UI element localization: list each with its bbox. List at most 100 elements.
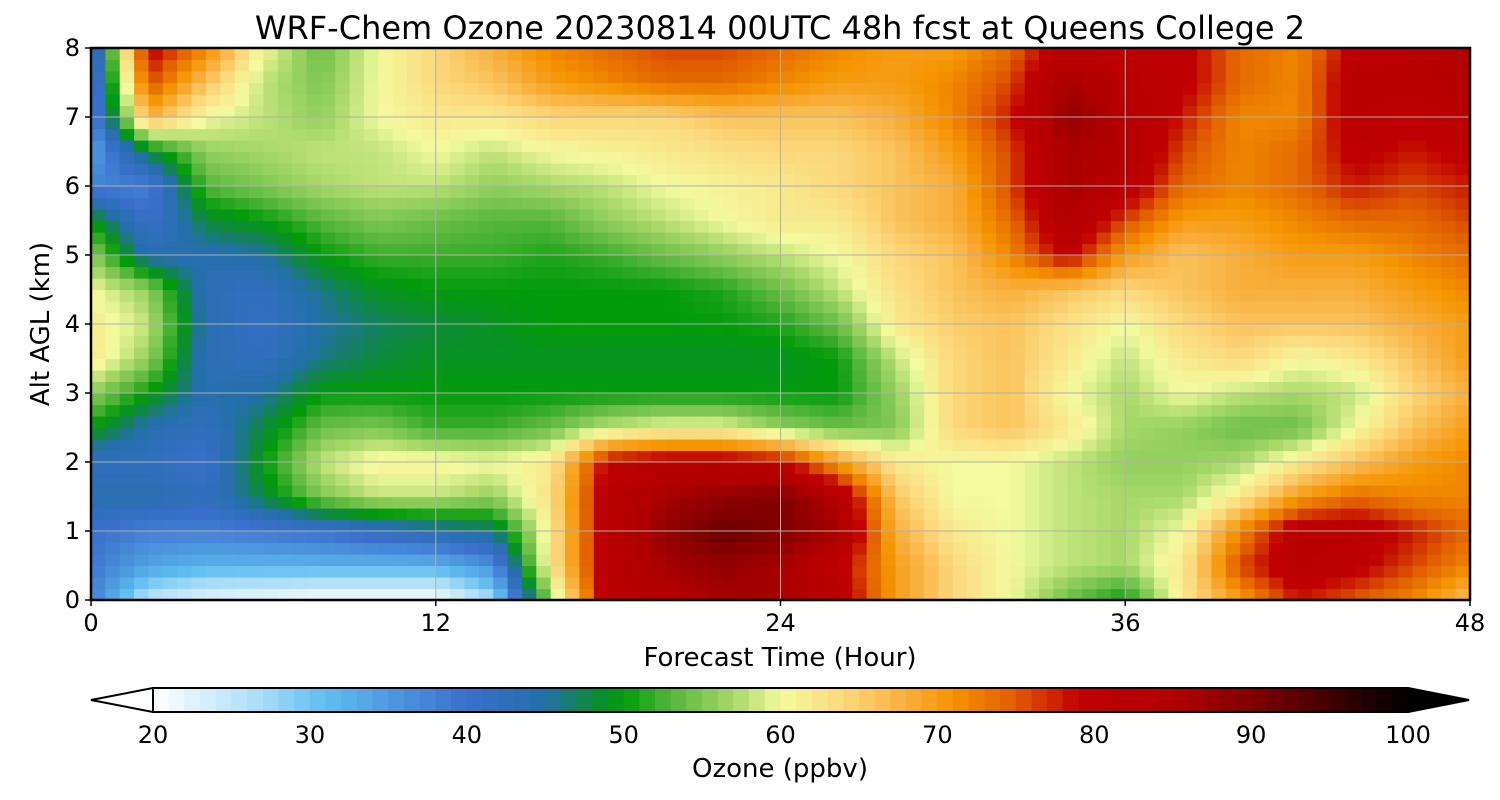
heatmap-cell bbox=[823, 186, 839, 199]
colorbar-segment bbox=[482, 688, 499, 712]
heatmap-cell bbox=[823, 358, 839, 371]
heatmap-cell bbox=[277, 301, 293, 314]
heatmap-cell bbox=[450, 427, 466, 440]
heatmap-cell bbox=[421, 393, 437, 406]
heatmap-cell bbox=[1297, 94, 1313, 107]
heatmap-cell bbox=[909, 174, 925, 187]
heatmap-cell bbox=[852, 519, 868, 532]
heatmap-cell bbox=[363, 59, 379, 72]
heatmap-cell bbox=[924, 542, 940, 555]
heatmap-cell bbox=[737, 554, 753, 567]
heatmap-cell bbox=[1053, 450, 1069, 463]
heatmap-cell bbox=[608, 301, 624, 314]
heatmap-cell bbox=[708, 473, 724, 486]
heatmap-cell bbox=[967, 358, 983, 371]
colorbar-segment bbox=[796, 688, 813, 712]
heatmap-cell bbox=[249, 94, 264, 107]
heatmap-cell bbox=[679, 496, 695, 509]
heatmap-cell bbox=[852, 324, 868, 337]
heatmap-cell bbox=[507, 243, 523, 256]
heatmap-cell bbox=[1268, 94, 1284, 107]
heatmap-cell bbox=[1211, 48, 1227, 61]
heatmap-cell bbox=[378, 531, 394, 544]
heatmap-cell bbox=[708, 255, 724, 268]
heatmap-cell bbox=[450, 117, 466, 130]
heatmap-cell bbox=[119, 197, 135, 210]
heatmap-cell bbox=[392, 439, 408, 452]
heatmap-cell bbox=[478, 381, 494, 394]
heatmap-cell bbox=[1426, 577, 1442, 590]
heatmap-cell bbox=[1240, 220, 1256, 233]
heatmap-cell bbox=[981, 71, 997, 84]
heatmap-cell bbox=[349, 416, 365, 429]
heatmap-cell bbox=[306, 266, 322, 279]
heatmap-cell bbox=[751, 128, 767, 141]
heatmap-cell bbox=[679, 128, 695, 141]
heatmap-cell bbox=[478, 232, 494, 245]
heatmap-cell bbox=[234, 255, 250, 268]
heatmap-cell bbox=[1355, 496, 1371, 509]
heatmap-cell bbox=[881, 255, 897, 268]
heatmap-cell bbox=[435, 542, 451, 555]
heatmap-cell bbox=[881, 71, 897, 84]
heatmap-cell bbox=[723, 174, 738, 187]
heatmap-cell bbox=[162, 508, 178, 521]
heatmap-cell bbox=[1082, 289, 1098, 302]
heatmap-cell bbox=[1297, 347, 1313, 360]
heatmap-cell bbox=[1024, 197, 1040, 210]
heatmap-cell bbox=[1441, 48, 1457, 61]
heatmap-cell bbox=[1024, 324, 1040, 337]
heatmap-cell bbox=[665, 335, 681, 348]
heatmap-cell bbox=[493, 393, 509, 406]
heatmap-cell bbox=[378, 416, 394, 429]
heatmap-cell bbox=[1039, 59, 1055, 72]
heatmap-cell bbox=[1326, 531, 1342, 544]
heatmap-cell bbox=[967, 128, 983, 141]
heatmap-cell bbox=[450, 151, 466, 164]
heatmap-cell bbox=[952, 186, 968, 199]
heatmap-cell bbox=[593, 462, 609, 475]
heatmap-cell bbox=[1268, 289, 1284, 302]
heatmap-cell bbox=[1326, 473, 1342, 486]
heatmap-cell bbox=[651, 404, 667, 417]
heatmap-cell bbox=[349, 197, 365, 210]
heatmap-cell bbox=[794, 485, 810, 498]
heatmap-cell bbox=[134, 347, 150, 360]
heatmap-cell bbox=[924, 335, 940, 348]
heatmap-cell bbox=[1153, 565, 1169, 578]
heatmap-cell bbox=[1139, 335, 1155, 348]
heatmap-cell bbox=[766, 393, 782, 406]
heatmap-cell bbox=[1010, 393, 1026, 406]
heatmap-cell bbox=[450, 381, 466, 394]
heatmap-cell bbox=[536, 439, 552, 452]
heatmap-cell bbox=[392, 473, 408, 486]
heatmap-cell bbox=[464, 393, 480, 406]
heatmap-cell bbox=[392, 324, 408, 337]
heatmap-cell bbox=[550, 496, 566, 509]
heatmap-cell bbox=[105, 347, 121, 360]
heatmap-cell bbox=[205, 140, 221, 153]
heatmap-cell bbox=[148, 243, 164, 256]
heatmap-cell bbox=[1383, 508, 1399, 521]
heatmap-cell bbox=[1369, 542, 1385, 555]
heatmap-cell bbox=[1240, 393, 1256, 406]
heatmap-cell bbox=[694, 255, 710, 268]
heatmap-cell bbox=[392, 140, 408, 153]
heatmap-cell bbox=[1340, 496, 1356, 509]
heatmap-cell bbox=[536, 71, 552, 84]
heatmap-cell bbox=[708, 48, 724, 61]
heatmap-cell bbox=[895, 266, 911, 279]
heatmap-cell bbox=[349, 105, 365, 118]
heatmap-cell bbox=[909, 473, 925, 486]
heatmap-cell bbox=[1197, 174, 1213, 187]
heatmap-cell bbox=[766, 577, 782, 590]
heatmap-cell bbox=[1340, 48, 1356, 61]
heatmap-cell bbox=[881, 278, 897, 291]
heatmap-cell bbox=[263, 94, 279, 107]
heatmap-cell bbox=[205, 347, 221, 360]
heatmap-cell bbox=[407, 427, 422, 440]
heatmap-cell bbox=[995, 266, 1011, 279]
heatmap-cell bbox=[1053, 301, 1069, 314]
heatmap-cell bbox=[1297, 381, 1313, 394]
heatmap-cell bbox=[1455, 542, 1470, 555]
